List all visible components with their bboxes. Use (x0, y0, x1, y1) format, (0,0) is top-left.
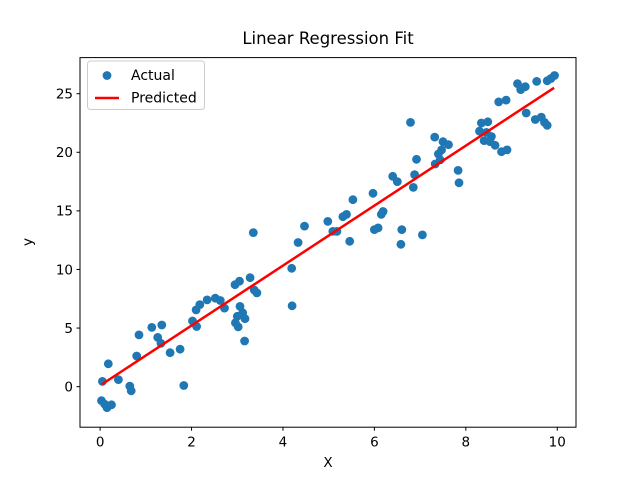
data-point (300, 221, 309, 231)
data-point (542, 120, 552, 130)
data-point (147, 323, 157, 332)
data-point (501, 95, 511, 105)
legend (87, 60, 205, 110)
x-tick-label: 8 (462, 435, 471, 451)
legend-label-predicted: Predicted (131, 91, 197, 107)
data-point (373, 223, 383, 233)
data-point (287, 301, 297, 311)
x-tick-label: 2 (187, 435, 196, 451)
data-point (378, 207, 388, 216)
data-point (323, 217, 333, 226)
data-point (202, 295, 212, 305)
data-point (430, 132, 440, 142)
data-point (521, 108, 531, 118)
y-tick-label: 20 (56, 145, 73, 161)
data-point (454, 178, 464, 188)
data-point (233, 322, 243, 332)
data-point (348, 195, 358, 205)
data-point (240, 314, 250, 324)
data-point (107, 400, 116, 410)
data-point (392, 177, 402, 187)
data-point (195, 300, 205, 309)
y-axis-label: y (20, 238, 36, 246)
data-point (406, 118, 415, 127)
data-point (175, 344, 185, 354)
data-point (293, 238, 303, 247)
data-point (215, 296, 225, 305)
x-tick-label: 0 (96, 435, 105, 451)
data-point (444, 140, 453, 150)
plot-area: 0 2 4 6 8 10 0 5 10 15 20 25 (56, 57, 577, 451)
data-point (252, 288, 262, 298)
chart-title: Linear Regression Fit (242, 29, 414, 48)
data-point (408, 183, 418, 192)
data-point (103, 359, 113, 369)
data-point (248, 228, 258, 238)
y-tick-label: 0 (64, 379, 73, 395)
y-tick-label: 5 (64, 321, 73, 337)
data-point (240, 336, 250, 346)
y-tick-label: 10 (56, 262, 73, 278)
legend-marker-dot (102, 71, 112, 80)
data-point (165, 348, 175, 358)
data-point (475, 126, 484, 136)
data-point (157, 320, 167, 330)
data-point (114, 375, 123, 384)
data-point (134, 330, 144, 340)
data-point (520, 82, 530, 92)
data-point (397, 225, 407, 235)
data-point (245, 273, 255, 283)
data-point (494, 97, 504, 107)
x-tick-label: 6 (370, 435, 379, 451)
legend-label-actual: Actual (131, 68, 175, 84)
data-point (179, 381, 189, 390)
y-tick-label: 25 (56, 86, 73, 102)
data-point (132, 351, 142, 361)
data-point (490, 140, 500, 150)
data-point (453, 166, 463, 175)
data-point (418, 230, 427, 240)
data-point (345, 236, 355, 246)
data-point (502, 145, 512, 155)
data-point (412, 154, 421, 164)
x-tick-label: 10 (549, 435, 566, 451)
data-point (532, 77, 542, 86)
x-axis-label: X (323, 455, 332, 471)
y-tick-label: 15 (56, 204, 73, 220)
data-point (235, 276, 244, 286)
axes-spines (79, 57, 577, 428)
x-tick-label: 4 (279, 435, 288, 451)
data-point (342, 210, 351, 219)
data-point (483, 117, 493, 127)
data-point (396, 239, 406, 249)
regression-line (101, 86, 555, 386)
data-point (368, 188, 378, 198)
data-point (550, 71, 559, 80)
data-point (287, 263, 297, 273)
data-point (126, 386, 136, 396)
